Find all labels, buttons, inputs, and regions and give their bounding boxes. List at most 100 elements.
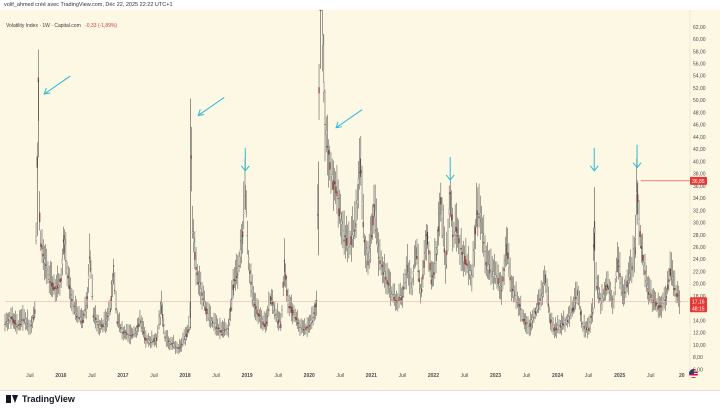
candle-body	[350, 236, 352, 245]
candle-body	[478, 216, 480, 219]
candle-body	[281, 310, 283, 315]
candle-body	[416, 256, 418, 259]
candle-body	[280, 324, 282, 328]
candle-body	[490, 270, 492, 275]
candle-body	[556, 327, 558, 331]
x-tick-label: Juil	[647, 373, 655, 379]
candle-body	[609, 292, 611, 294]
candle-body	[342, 230, 344, 232]
candle-body	[587, 327, 589, 330]
tradingview-brand[interactable]: TradingView	[6, 394, 75, 404]
candle-body	[404, 282, 406, 284]
candle-body	[513, 290, 515, 298]
candle-body	[619, 273, 621, 277]
candle-body	[141, 327, 143, 329]
candle-body	[413, 263, 416, 265]
candle-body	[221, 334, 223, 336]
candle-body	[249, 270, 251, 274]
candle-body	[667, 284, 669, 290]
candle-body	[607, 285, 609, 290]
candle-body	[275, 313, 277, 315]
candle-body	[234, 280, 237, 281]
x-tick-label: Juil	[26, 373, 34, 379]
candle-body	[290, 307, 293, 314]
candle-body	[379, 260, 381, 264]
y-tick-label: 54,00	[693, 74, 706, 80]
x-tick-label: Juil	[461, 373, 469, 379]
candle-body	[203, 301, 206, 307]
candle-body	[213, 323, 215, 326]
candle-body	[560, 323, 563, 327]
candle-body	[384, 271, 386, 278]
candle-body	[5, 321, 7, 324]
candle-body	[673, 288, 675, 290]
x-tick-label: 2025	[614, 373, 625, 379]
candle-body	[502, 276, 504, 282]
candle-body	[269, 300, 271, 302]
candle-body	[348, 242, 350, 247]
candle-body	[417, 270, 419, 273]
y-tick-label: 14,00	[693, 318, 706, 324]
candle-body	[526, 322, 528, 324]
candle-body	[11, 316, 13, 320]
candle-body	[536, 304, 539, 310]
candle-body	[135, 328, 137, 332]
candle-body	[22, 318, 24, 320]
candle-body	[279, 321, 281, 326]
y-tick-label: 6,00	[693, 367, 703, 373]
candle-body	[614, 287, 616, 289]
candle-body	[676, 293, 678, 298]
candle-body	[656, 303, 658, 305]
candle-body	[508, 263, 510, 268]
candle-body	[48, 279, 50, 280]
candle-body	[634, 236, 637, 239]
vix-weekly-chart[interactable]: 6,008,0010,0012,0014,0016,0018,0020,0022…	[0, 0, 720, 390]
y-tick-label: 40,00	[693, 159, 706, 165]
candle-body	[247, 257, 250, 260]
candle-body	[381, 264, 383, 268]
candle-body	[97, 324, 99, 325]
candle-body	[618, 266, 620, 267]
candle-body	[498, 282, 500, 287]
candle-body	[485, 261, 487, 266]
candle-body	[333, 181, 336, 185]
candle-body	[18, 324, 20, 326]
candle-body	[400, 297, 403, 301]
candle-body	[509, 277, 511, 281]
candle-body	[218, 327, 220, 330]
x-tick-label: 2021	[366, 373, 377, 379]
candle-body	[274, 315, 276, 316]
candle-body	[454, 231, 456, 235]
candle-body	[354, 229, 356, 232]
candle-body	[296, 322, 299, 324]
candle-body	[271, 301, 274, 305]
us-flag-icon[interactable]	[689, 369, 698, 378]
candle-body	[23, 320, 25, 322]
x-tick-label: 2022	[428, 373, 439, 379]
candle-body	[79, 317, 81, 320]
candle-body	[530, 319, 533, 323]
candle-body	[405, 273, 407, 275]
candle-body	[24, 318, 26, 323]
candle-body	[54, 286, 56, 289]
candle-body	[409, 276, 411, 278]
x-tick-label: 2019	[242, 373, 253, 379]
symbol-legend[interactable]: Volatility Index · 1W · Capital.com -0,3…	[6, 23, 117, 29]
candle-body	[205, 307, 207, 311]
candle-body	[95, 318, 97, 320]
candle-body	[368, 252, 370, 260]
candle-body	[187, 330, 189, 333]
x-tick-label: 2024	[552, 373, 563, 379]
series-layer	[4, 9, 681, 355]
chart-area[interactable]: Volatility Index · 1W · Capital.com -0,3…	[0, 10, 720, 390]
candle-body	[19, 324, 22, 325]
candle-body	[181, 343, 183, 346]
candle-body	[492, 271, 494, 277]
candle-body	[658, 305, 660, 308]
candle-body	[565, 319, 567, 324]
candle-body	[226, 328, 228, 332]
y-tick-label: 34,00	[693, 196, 706, 202]
candle-body	[167, 340, 170, 342]
candle-body	[214, 323, 216, 328]
candle-body	[674, 288, 676, 291]
